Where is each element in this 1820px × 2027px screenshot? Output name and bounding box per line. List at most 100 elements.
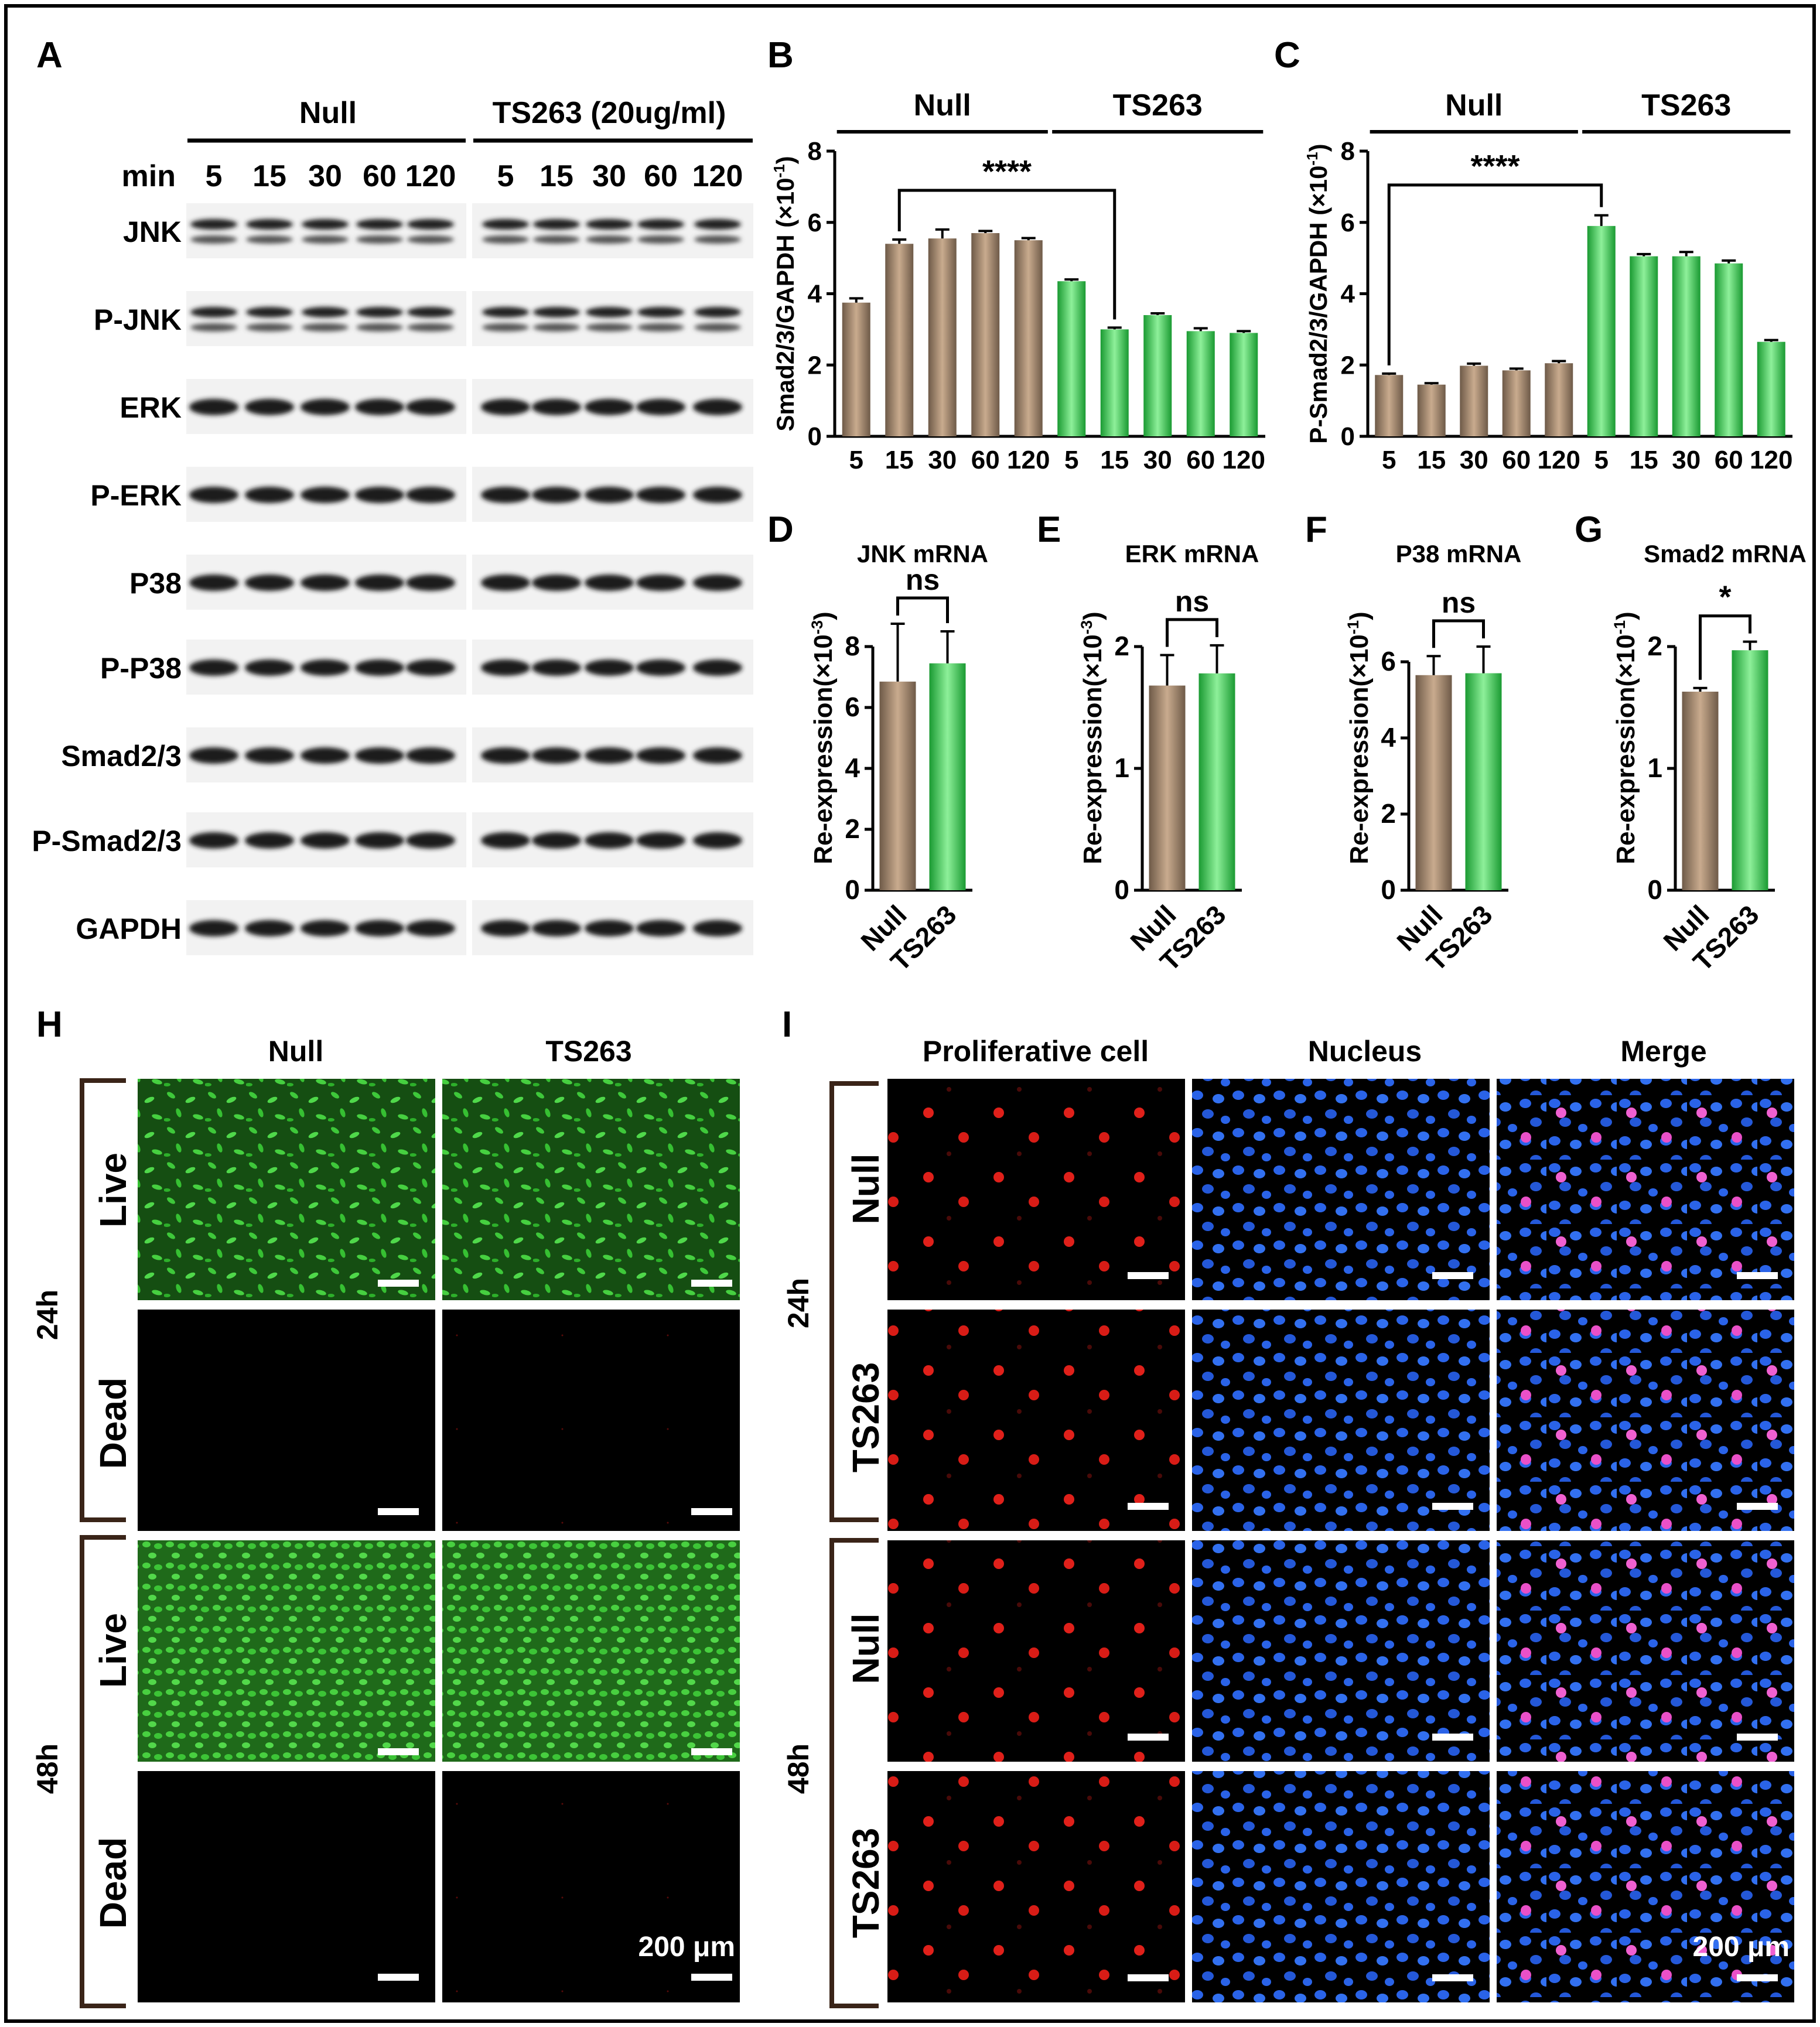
blot-time-label-item: 15 [539, 159, 573, 193]
blot-band [355, 487, 404, 503]
blot-band [533, 219, 580, 230]
bar [1587, 225, 1616, 436]
blot-band [356, 235, 403, 244]
bar [1460, 365, 1488, 436]
blot-protein-label: Smad2/3 [61, 740, 182, 772]
blot-band [190, 219, 237, 230]
i-column-merge: Merge [1620, 1035, 1706, 1068]
y-tick-label: 4 [1381, 722, 1396, 753]
y-tick-label: 2 [1647, 631, 1662, 661]
x-tick-label: 15 [885, 446, 914, 474]
i-row-null-48h: Null [845, 1614, 887, 1684]
blot-band [302, 219, 349, 230]
blot-time-label-item: 60 [644, 159, 678, 193]
scale-bar [1737, 1272, 1778, 1279]
panel-letter-c: C [1274, 35, 1300, 76]
blot-band [246, 307, 293, 317]
blot-band [302, 307, 349, 317]
h-time-48h: 48h [31, 1744, 64, 1794]
bar [929, 663, 966, 890]
y-tick-label: 0 [1647, 874, 1662, 905]
panel-h-live-dead: Null TS263 24h 48h Live Dead Live Dead 2… [31, 1035, 740, 2008]
blot-band [301, 832, 350, 849]
i-image-proliferative [887, 1079, 1185, 1300]
y-tick-label: 1 [1647, 753, 1662, 783]
i-column-proliferative: Proliferative cell [923, 1035, 1149, 1068]
x-tick-label: 15 [1417, 446, 1446, 474]
y-tick-label: 6 [1341, 208, 1355, 237]
panel-letter-b: B [767, 35, 794, 76]
group-label: TS263 [1113, 88, 1203, 122]
blot-band [586, 219, 633, 230]
blot-band [481, 747, 530, 764]
blot-band [636, 399, 685, 415]
h-row-dead-48h: Dead [92, 1837, 134, 1929]
blot-band [189, 920, 238, 936]
significance-label: ns [906, 563, 940, 596]
y-tick-label: 0 [1114, 874, 1129, 905]
blot-band [533, 307, 580, 317]
blot-band [637, 307, 684, 317]
i-image-merge [1497, 1079, 1794, 1300]
blot-band [586, 323, 633, 331]
blot-band [636, 920, 685, 936]
i-image-merge [1497, 1310, 1794, 1531]
significance-label: ns [1442, 586, 1476, 619]
significance-label: * [1719, 580, 1731, 615]
blot-band [481, 575, 530, 591]
blot-band [585, 659, 634, 676]
blot-band [355, 920, 404, 936]
scale-bar [1128, 1734, 1169, 1741]
y-tick-label: 2 [1114, 631, 1129, 661]
y-tick-label: 4 [1341, 280, 1355, 309]
scale-bar [1737, 1734, 1778, 1741]
y-tick-label: 0 [808, 422, 822, 451]
blot-band [406, 399, 455, 415]
blot-band [245, 747, 294, 764]
bar [1415, 675, 1452, 890]
blot-group-null: Null [299, 96, 357, 130]
blot-time-label-item: 60 [363, 159, 397, 193]
i-scale-label: 200 μm [1693, 1932, 1790, 1963]
blot-band [245, 659, 294, 676]
bar [1715, 263, 1743, 436]
blot-protein-label: P38 [129, 567, 182, 600]
blot-time-label-item: 30 [592, 159, 626, 193]
blot-band [586, 235, 633, 244]
blot-band [636, 575, 685, 591]
x-tick-label: 15 [1630, 446, 1658, 474]
blot-band [245, 575, 294, 591]
blot-band [355, 575, 404, 591]
x-tick-label: 60 [1715, 446, 1743, 474]
blot-membrane [472, 291, 753, 346]
figure-frame [4, 4, 1816, 2023]
blot-band [482, 219, 529, 230]
bar [1417, 384, 1446, 436]
blot-band [694, 219, 741, 230]
blot-band [636, 747, 685, 764]
y-tick-label: 0 [1341, 422, 1355, 451]
x-tick-label: 60 [1186, 446, 1215, 474]
x-tick-label: 120 [1007, 446, 1050, 474]
blot-band [482, 323, 529, 331]
y-axis-label: Re-expression(×10-1) [1344, 611, 1374, 864]
bar [1230, 333, 1258, 436]
i-image-nucleus [1192, 1771, 1490, 2002]
significance-bracket [897, 189, 1116, 320]
h-column-null: Null [268, 1035, 323, 1068]
blot-band [481, 659, 530, 676]
h-scale-bars [378, 1280, 732, 1981]
i-image-nucleus [1192, 1540, 1490, 1762]
scale-bar [1737, 1503, 1778, 1510]
bar [1100, 329, 1129, 436]
h-image-ts263-live-48h [442, 1540, 740, 1762]
chart-title: JNK mRNA [857, 540, 988, 568]
significance-label: ns [1175, 585, 1209, 618]
blot-time-label-item: 120 [405, 159, 456, 193]
blot-band [585, 399, 634, 415]
scale-bar [1128, 1503, 1169, 1510]
